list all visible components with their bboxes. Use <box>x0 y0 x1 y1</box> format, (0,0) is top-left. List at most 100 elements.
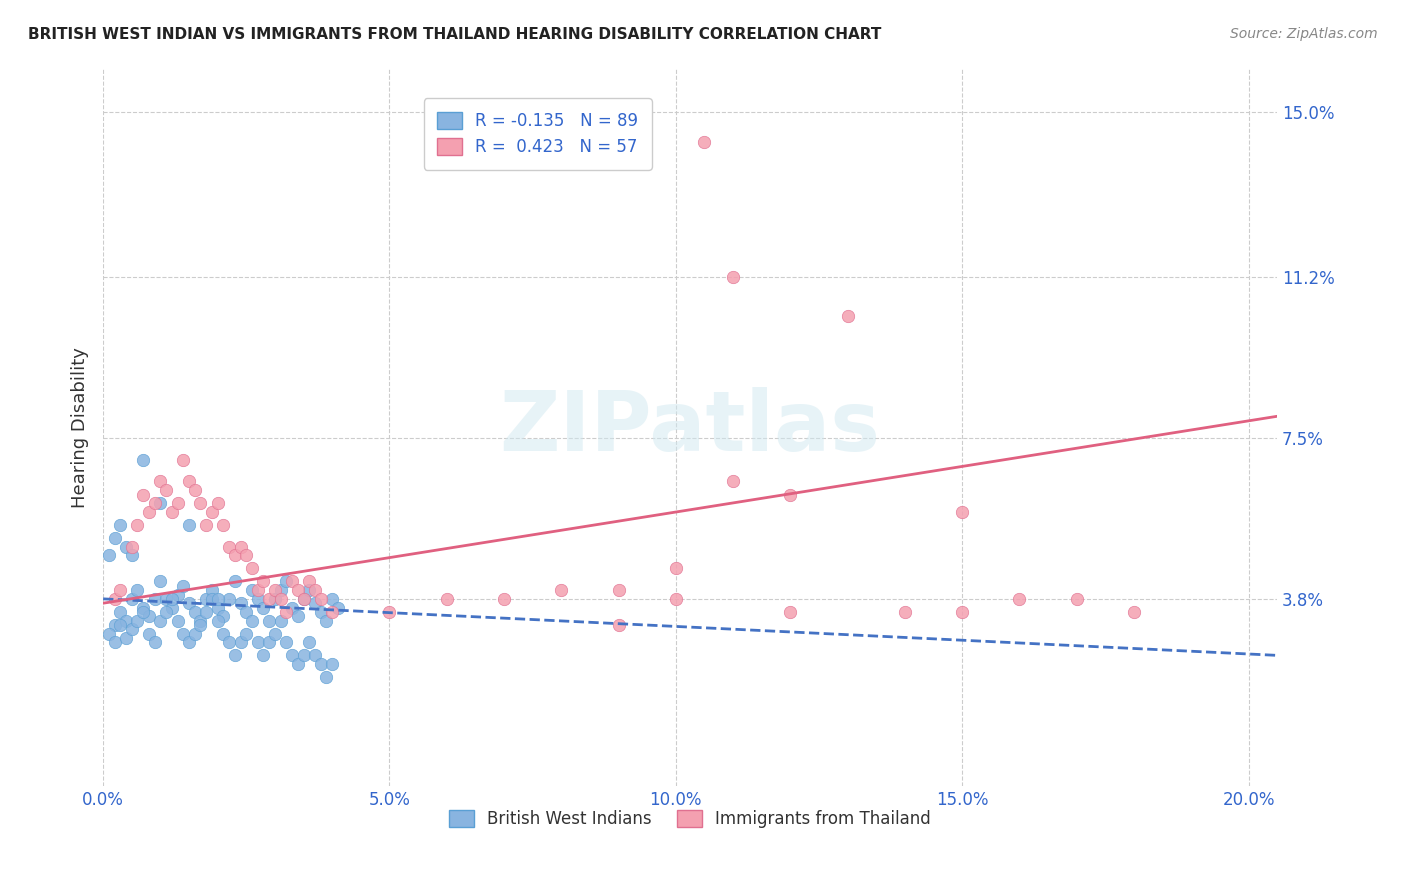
Point <box>218 540 240 554</box>
Point <box>292 591 315 606</box>
Point <box>143 496 166 510</box>
Point <box>103 531 125 545</box>
Point <box>160 591 183 606</box>
Point <box>721 270 744 285</box>
Point <box>138 505 160 519</box>
Point <box>252 574 274 589</box>
Legend: British West Indians, Immigrants from Thailand: British West Indians, Immigrants from Th… <box>443 804 938 835</box>
Point <box>115 631 138 645</box>
Point <box>950 605 973 619</box>
Point <box>246 635 269 649</box>
Point <box>212 626 235 640</box>
Point <box>950 505 973 519</box>
Point <box>184 626 207 640</box>
Point <box>1066 591 1088 606</box>
Point <box>270 583 292 598</box>
Point <box>132 452 155 467</box>
Point <box>321 657 343 671</box>
Point <box>121 622 143 636</box>
Point <box>190 496 212 510</box>
Point <box>721 475 744 489</box>
Point <box>195 605 218 619</box>
Point <box>201 591 224 606</box>
Point <box>276 574 298 589</box>
Point <box>121 540 143 554</box>
Point <box>190 614 212 628</box>
Point <box>207 614 229 628</box>
Point <box>779 487 801 501</box>
Point <box>252 600 274 615</box>
Point <box>229 596 252 610</box>
Point <box>304 648 326 663</box>
Point <box>378 605 401 619</box>
Point <box>235 605 257 619</box>
Point <box>207 496 229 510</box>
Point <box>218 635 240 649</box>
Point <box>172 626 194 640</box>
Point <box>177 596 200 610</box>
Point <box>252 648 274 663</box>
Point <box>155 605 177 619</box>
Point <box>110 605 132 619</box>
Point <box>270 614 292 628</box>
Point <box>326 600 349 615</box>
Point <box>309 605 332 619</box>
Point <box>138 609 160 624</box>
Point <box>166 614 188 628</box>
Point <box>309 591 332 606</box>
Point <box>143 635 166 649</box>
Point <box>115 540 138 554</box>
Point <box>177 475 200 489</box>
Point <box>287 609 309 624</box>
Y-axis label: Hearing Disability: Hearing Disability <box>72 347 89 508</box>
Point <box>309 657 332 671</box>
Point <box>665 591 688 606</box>
Point <box>110 618 132 632</box>
Point <box>264 626 287 640</box>
Point <box>212 518 235 533</box>
Text: ZIPatlas: ZIPatlas <box>499 386 880 467</box>
Point <box>240 583 263 598</box>
Point <box>201 505 224 519</box>
Point <box>257 614 280 628</box>
Point <box>837 310 859 324</box>
Point <box>195 518 218 533</box>
Point <box>160 600 183 615</box>
Point <box>315 614 337 628</box>
Point <box>115 614 138 628</box>
Point <box>246 583 269 598</box>
Point <box>298 583 321 598</box>
Point <box>292 591 315 606</box>
Point <box>127 583 149 598</box>
Point <box>172 579 194 593</box>
Point <box>177 518 200 533</box>
Point <box>201 583 224 598</box>
Point <box>97 549 120 563</box>
Point <box>132 605 155 619</box>
Point <box>229 635 252 649</box>
Point <box>138 626 160 640</box>
Point <box>103 591 125 606</box>
Point <box>121 549 143 563</box>
Point <box>235 626 257 640</box>
Point <box>110 518 132 533</box>
Point <box>315 670 337 684</box>
Point <box>281 574 304 589</box>
Point <box>240 614 263 628</box>
Point <box>132 487 155 501</box>
Point <box>779 605 801 619</box>
Point <box>304 583 326 598</box>
Point <box>103 618 125 632</box>
Text: BRITISH WEST INDIAN VS IMMIGRANTS FROM THAILAND HEARING DISABILITY CORRELATION C: BRITISH WEST INDIAN VS IMMIGRANTS FROM T… <box>28 27 882 42</box>
Point <box>229 540 252 554</box>
Point <box>292 648 315 663</box>
Point <box>257 635 280 649</box>
Point <box>97 626 120 640</box>
Point <box>224 549 246 563</box>
Point <box>127 518 149 533</box>
Point <box>287 583 309 598</box>
Point <box>190 618 212 632</box>
Point <box>224 648 246 663</box>
Point <box>287 657 309 671</box>
Point <box>103 635 125 649</box>
